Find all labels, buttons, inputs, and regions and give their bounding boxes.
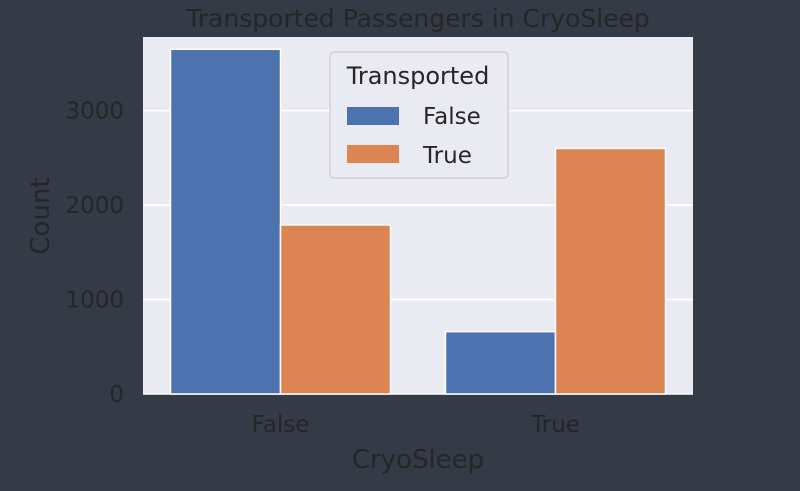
x-tick-labels: False True	[252, 412, 580, 438]
legend-title: Transported	[346, 62, 490, 90]
x-axis-label: CryoSleep	[352, 445, 484, 475]
bar-true-true	[554, 147, 667, 395]
legend-label-true: True	[422, 143, 472, 169]
y-axis-label: Count	[26, 177, 56, 254]
x-tick-label: False	[252, 412, 310, 438]
x-tick-label: True	[530, 412, 580, 438]
legend: Transported False True	[329, 51, 509, 179]
bar-false-false	[169, 48, 282, 395]
y-tick-label: 2000	[65, 193, 124, 219]
legend-swatch-true	[347, 145, 399, 163]
bar-true-false	[444, 330, 557, 395]
y-tick-label: 3000	[65, 99, 124, 125]
chart-title: Transported Passengers in CryoSleep	[185, 4, 650, 33]
legend-swatch-false	[347, 107, 399, 125]
bar-false-true	[279, 224, 392, 395]
y-tick-label: 0	[109, 382, 124, 408]
y-tick-labels: 0 1000 2000 3000	[65, 99, 124, 408]
legend-label-false: False	[423, 104, 481, 130]
bars	[169, 48, 667, 395]
y-tick-label: 1000	[65, 288, 124, 314]
